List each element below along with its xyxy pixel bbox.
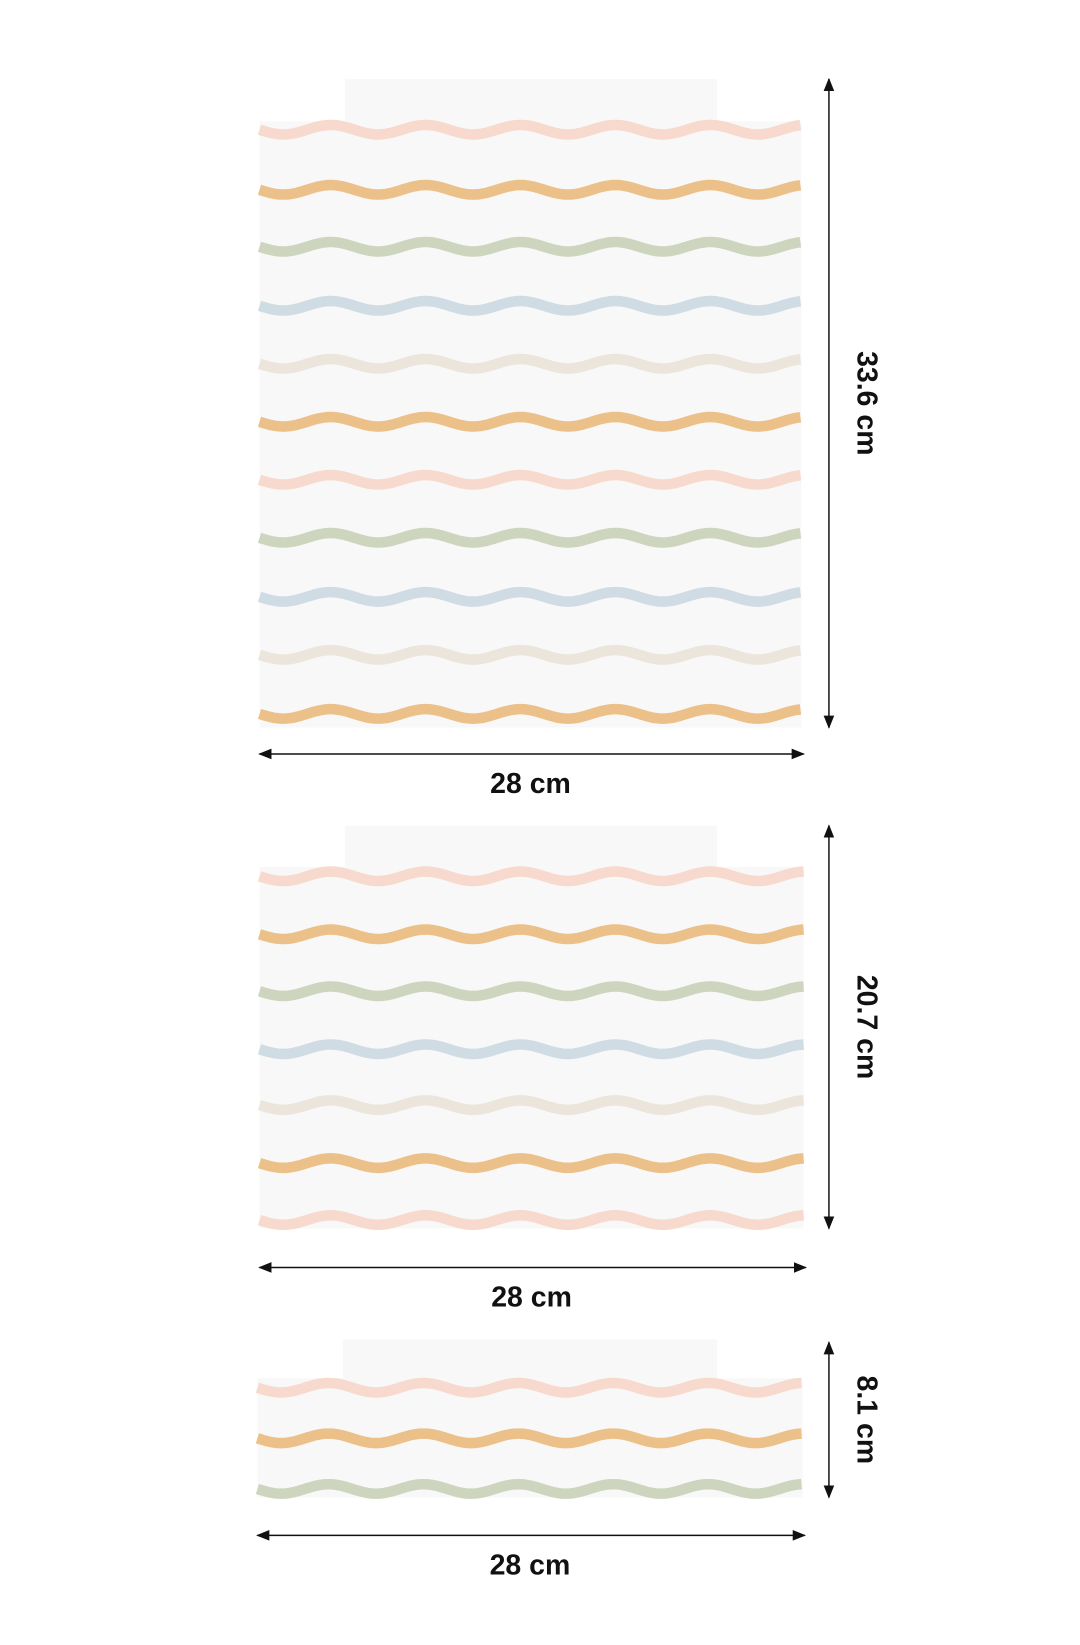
- height-label: 20.7 cm: [850, 975, 882, 1079]
- wave-stripe: [257, 119, 802, 140]
- wave-stripe: [257, 703, 802, 724]
- wave-stripe: [257, 644, 802, 665]
- wave-stripe: [255, 1377, 802, 1398]
- width-label: 28 cm: [490, 768, 571, 800]
- wave-stripe: [257, 924, 804, 945]
- height-label: 8.1 cm: [850, 1376, 882, 1465]
- wave-stripe: [257, 411, 802, 432]
- wave-stripe: [257, 179, 802, 200]
- wave-stripe: [257, 527, 802, 548]
- wave-stripe: [257, 981, 804, 1002]
- panel-tab: [344, 825, 718, 867]
- wave-stripe: [257, 866, 804, 887]
- height-label: 33.6 cm: [850, 351, 882, 455]
- panel-tab: [344, 79, 718, 122]
- wave-stripe: [257, 353, 802, 374]
- wave-stripe: [257, 1210, 804, 1231]
- wave-stripe: [257, 1095, 804, 1116]
- wave-stripe: [257, 236, 802, 257]
- width-label: 28 cm: [491, 1282, 572, 1314]
- wave-stripe: [255, 1428, 802, 1449]
- wave-stripe: [257, 1039, 804, 1060]
- width-label: 28 cm: [490, 1549, 571, 1581]
- panel-tab: [342, 1339, 718, 1379]
- panel-body: [259, 121, 802, 728]
- wave-stripe: [257, 1153, 804, 1174]
- wave-stripe: [255, 1478, 802, 1499]
- wave-stripe: [257, 586, 802, 607]
- wave-stripe: [257, 469, 802, 490]
- wave-stripe: [257, 295, 802, 316]
